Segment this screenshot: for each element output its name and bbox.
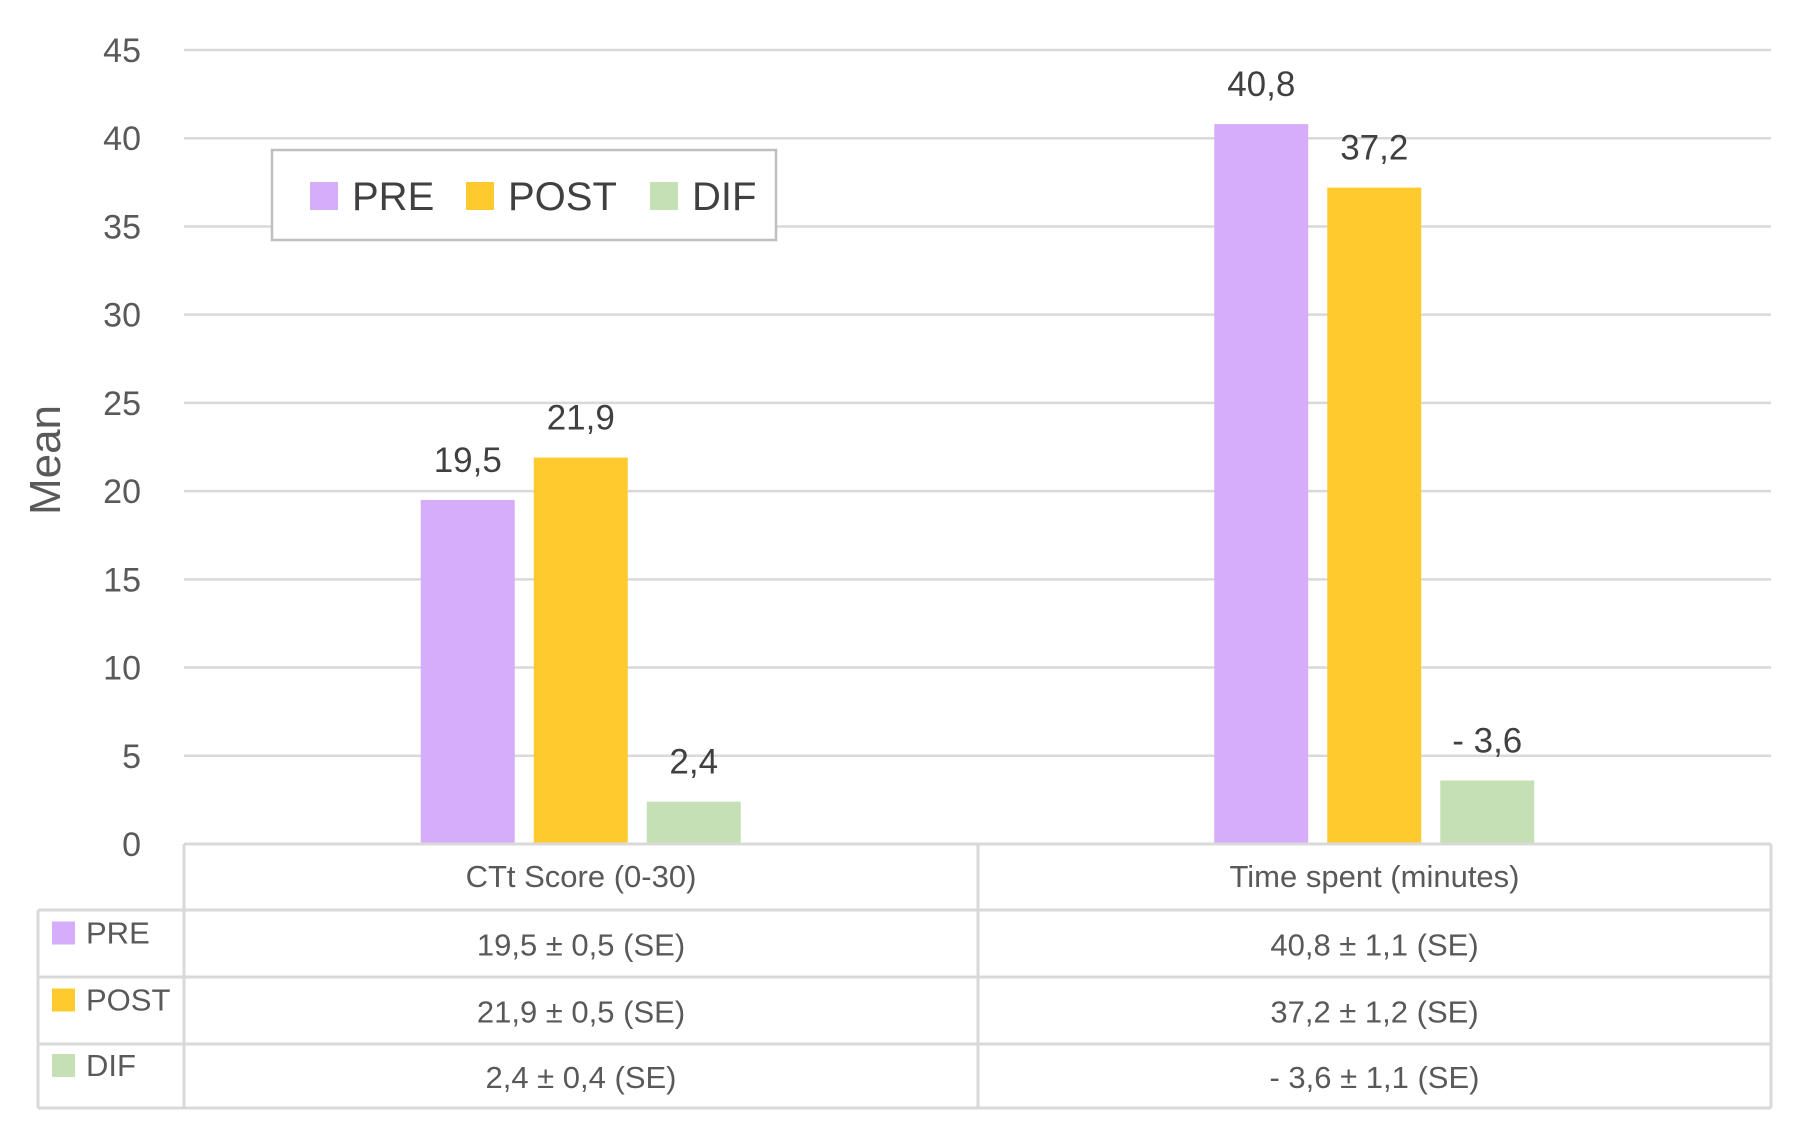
y-tick-label: 35 — [103, 208, 141, 246]
table-cell: 37,2 ± 1,2 (SE) — [1270, 995, 1478, 1030]
table-cell: 21,9 ± 0,5 (SE) — [477, 995, 685, 1030]
bar-pre — [420, 499, 515, 844]
y-tick-label: 20 — [103, 473, 141, 511]
legend-label-pre: PRE — [352, 175, 434, 219]
y-tick-label: 25 — [103, 385, 141, 423]
y-tick-label: 15 — [103, 561, 141, 599]
y-tick-label: 40 — [103, 120, 141, 158]
category-label: Time spent (minutes) — [1230, 859, 1520, 894]
legend-swatch-post — [466, 182, 494, 210]
data-label: 21,9 — [547, 399, 615, 438]
y-axis-label: Mean — [21, 405, 70, 515]
y-tick-label: 0 — [122, 826, 141, 864]
table-legend-swatch-post — [52, 988, 75, 1012]
data-label: - 3,6 — [1452, 721, 1522, 760]
table-row-label: PRE — [86, 916, 150, 951]
table-cell: 19,5 ± 0,5 (SE) — [477, 928, 685, 963]
y-tick-label: 45 — [103, 32, 141, 70]
y-tick-label: 30 — [103, 297, 141, 335]
data-label: 40,8 — [1227, 65, 1295, 104]
bar-post — [533, 457, 628, 844]
bar-pre — [1214, 124, 1309, 844]
table-cell: - 3,6 ± 1,1 (SE) — [1270, 1060, 1480, 1095]
table-legend-swatch-pre — [52, 921, 75, 945]
legend-box — [270, 148, 778, 242]
legend-label-post: POST — [508, 175, 617, 219]
y-tick-label: 10 — [103, 650, 141, 688]
category-label: CTt Score (0-30) — [466, 859, 697, 894]
bar-post — [1327, 187, 1422, 845]
legend-label-dif: DIF — [692, 175, 756, 219]
table-cell: 40,8 ± 1,1 (SE) — [1270, 928, 1478, 963]
table-legend-swatch-dif — [52, 1054, 75, 1077]
table-row-label: DIF — [86, 1048, 136, 1083]
data-label: 19,5 — [434, 441, 502, 480]
data-label: 2,4 — [669, 743, 718, 782]
data-label: 37,2 — [1340, 129, 1408, 168]
y-tick-label: 5 — [122, 738, 141, 776]
legend-swatch-pre — [310, 182, 338, 210]
table-cell: 2,4 ± 0,4 (SE) — [485, 1060, 676, 1095]
bar-dif — [646, 801, 741, 844]
table-row-label: POST — [86, 983, 170, 1018]
legend-swatch-dif — [650, 182, 678, 210]
bar-dif — [1440, 780, 1535, 844]
